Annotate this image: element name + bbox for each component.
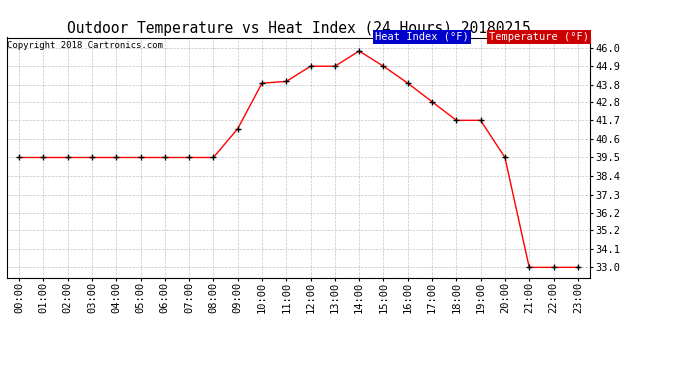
- Title: Outdoor Temperature vs Heat Index (24 Hours) 20180215: Outdoor Temperature vs Heat Index (24 Ho…: [66, 21, 531, 36]
- Text: Temperature (°F): Temperature (°F): [489, 32, 589, 42]
- Text: Heat Index (°F): Heat Index (°F): [375, 32, 469, 42]
- Text: Copyright 2018 Cartronics.com: Copyright 2018 Cartronics.com: [7, 41, 163, 50]
